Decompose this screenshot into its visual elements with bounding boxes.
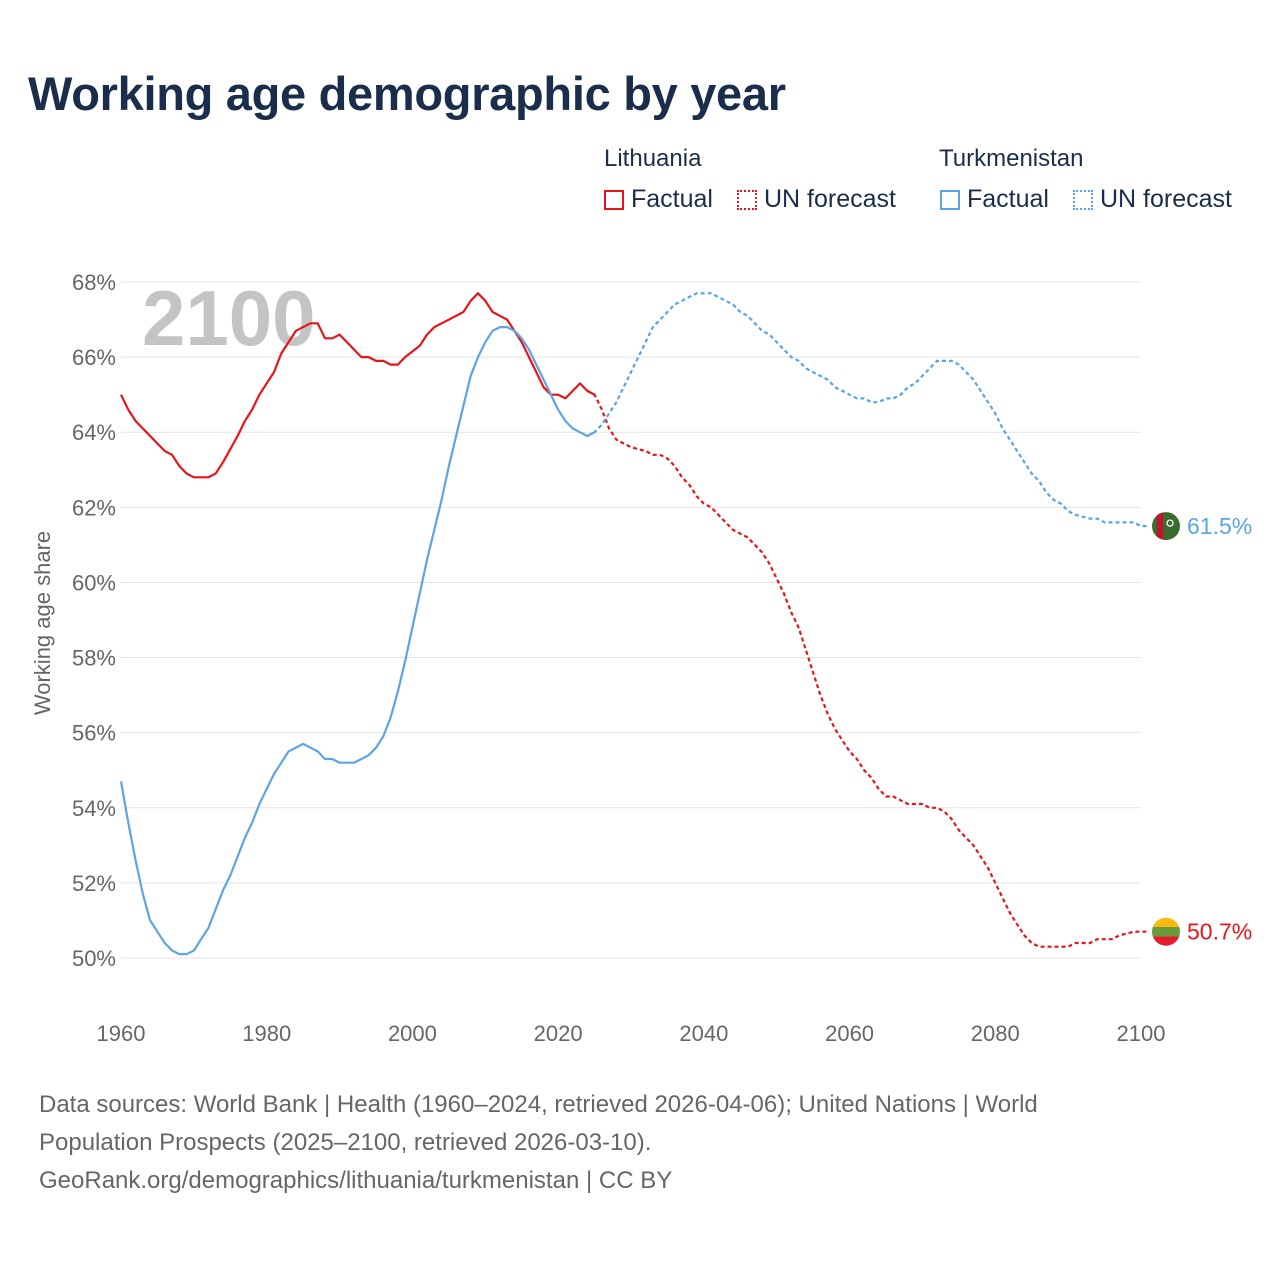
legend-swatch-dotted-icon xyxy=(1073,189,1093,210)
legend-lithuania-forecast[interactable]: UN forecast xyxy=(737,185,896,214)
legend-swatch-dotted-icon xyxy=(737,189,757,210)
x-tick-label: 2100 xyxy=(1117,1021,1166,1046)
x-tick-label: 2040 xyxy=(679,1021,728,1046)
y-tick-label: 60% xyxy=(72,570,116,595)
legend-turkmenistan-factual[interactable]: Factual xyxy=(940,185,1049,214)
end-value-label-lithuania: 50.7% xyxy=(1187,919,1252,945)
data-sources: Data sources: World Bank | Health (1960–… xyxy=(39,1086,1239,1200)
x-axis-ticks: 1960 1980 2000 2020 2040 2060 2080 2100 xyxy=(97,1021,1166,1046)
series-line-turkmenistan-factual[interactable] xyxy=(119,326,596,956)
y-tick-label: 62% xyxy=(72,495,116,520)
flag-turkmenistan-icon xyxy=(1152,512,1180,541)
legend-group-lithuania: Lithuania xyxy=(604,145,702,172)
gridlines xyxy=(121,281,1141,959)
end-markers: 50.7% 61.5% xyxy=(1152,512,1252,946)
y-axis-ticks: 50% 52% 54% 56% 58% 60% 62% 64% 66% 68% xyxy=(72,270,116,971)
legend-group-turkmenistan: Turkmenistan xyxy=(939,145,1084,172)
chart-title: Working age demographic by year xyxy=(28,67,786,120)
end-value-label-turkmenistan: 61.5% xyxy=(1187,513,1252,539)
y-axis-label: Working age share xyxy=(30,531,55,715)
sources-line-2: Population Prospects (2025–2100, retriev… xyxy=(39,1129,652,1156)
flag-lithuania-icon xyxy=(1152,917,1180,946)
legend-label: Factual xyxy=(631,185,713,213)
y-tick-label: 68% xyxy=(72,270,116,295)
y-tick-label: 52% xyxy=(72,871,116,896)
legend-lithuania-factual[interactable]: Factual xyxy=(604,185,713,214)
y-tick-label: 54% xyxy=(72,796,116,821)
series-line-lithuania-forecast[interactable] xyxy=(586,389,1149,948)
year-watermark: 2100 xyxy=(142,274,316,362)
sources-line-1: Data sources: World Bank | Health (1960–… xyxy=(39,1091,1038,1118)
legend-turkmenistan-forecast[interactable]: UN forecast xyxy=(1073,185,1232,214)
x-tick-label: 2080 xyxy=(971,1021,1020,1046)
y-tick-label: 66% xyxy=(72,345,116,370)
legend-label: UN forecast xyxy=(1100,185,1232,213)
x-tick-label: 1960 xyxy=(97,1021,146,1046)
x-tick-label: 2060 xyxy=(825,1021,874,1046)
legend-swatch-solid-icon xyxy=(604,189,624,210)
y-tick-label: 64% xyxy=(72,420,116,445)
series-lines xyxy=(119,292,1149,956)
legend-label: Factual xyxy=(967,185,1049,213)
series-line-lithuania-factual[interactable] xyxy=(120,292,596,479)
line-chart: 2100 50% 52% 54% 56% 58% 60% 62% 64% 66% 68% 1960… xyxy=(30,270,1252,1046)
legend-swatch-solid-icon xyxy=(940,189,960,210)
legend-label: UN forecast xyxy=(764,185,896,213)
sources-line-3[interactable]: GeoRank.org/demographics/lithuania/turkm… xyxy=(39,1167,673,1194)
x-tick-label: 1980 xyxy=(242,1021,291,1046)
series-line-turkmenistan-forecast[interactable] xyxy=(586,292,1149,528)
x-tick-label: 2000 xyxy=(388,1021,437,1046)
y-tick-label: 58% xyxy=(72,646,116,671)
y-tick-label: 56% xyxy=(72,721,116,746)
y-tick-label: 50% xyxy=(72,946,116,971)
x-tick-label: 2020 xyxy=(534,1021,583,1046)
